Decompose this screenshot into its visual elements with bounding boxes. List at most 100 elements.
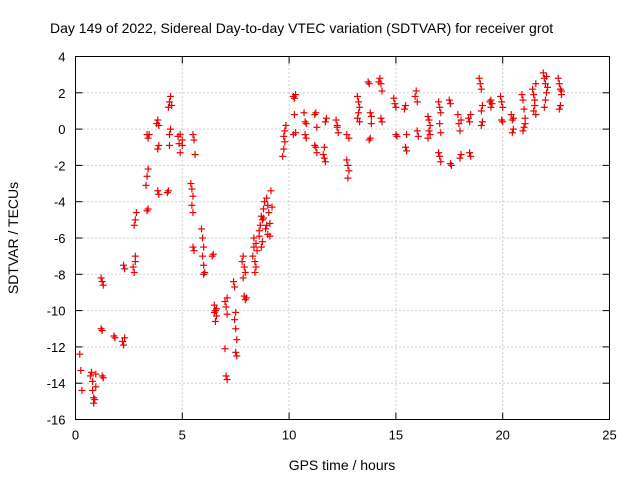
data-point xyxy=(259,214,267,222)
data-point xyxy=(154,145,162,153)
data-point xyxy=(223,310,231,318)
data-point xyxy=(455,120,463,128)
data-point xyxy=(250,243,258,251)
data-point xyxy=(167,92,175,100)
data-point xyxy=(478,102,486,110)
data-point xyxy=(164,187,172,195)
data-point xyxy=(356,118,364,126)
data-point xyxy=(189,209,197,217)
data-point xyxy=(313,149,321,157)
data-point xyxy=(477,121,485,129)
data-point xyxy=(393,132,401,140)
data-point xyxy=(155,121,163,129)
data-point xyxy=(187,180,195,188)
data-point xyxy=(212,312,220,320)
data-point xyxy=(188,185,196,193)
data-point xyxy=(233,336,241,344)
data-point xyxy=(426,131,434,139)
data-point xyxy=(542,89,550,97)
data-point xyxy=(231,316,239,324)
data-point xyxy=(477,85,485,93)
data-point xyxy=(258,238,266,246)
data-point xyxy=(145,131,153,139)
data-point xyxy=(332,116,340,124)
data-point xyxy=(424,134,432,142)
data-point xyxy=(414,132,422,140)
data-point xyxy=(321,158,329,166)
data-point xyxy=(367,120,375,128)
data-point xyxy=(249,252,257,260)
data-point xyxy=(250,234,258,242)
data-point xyxy=(343,131,351,139)
data-point xyxy=(456,154,464,162)
data-point xyxy=(261,198,269,206)
data-point xyxy=(353,92,361,100)
x-tick-label: 25 xyxy=(602,428,616,443)
data-point xyxy=(311,141,319,149)
data-point xyxy=(89,377,97,385)
data-point xyxy=(201,268,209,276)
data-point xyxy=(232,348,240,356)
data-point xyxy=(200,270,208,278)
data-point xyxy=(121,265,129,273)
data-point xyxy=(154,187,162,195)
data-point xyxy=(223,376,231,384)
data-point xyxy=(377,114,385,122)
data-point xyxy=(241,268,249,276)
data-point xyxy=(222,372,230,380)
data-point xyxy=(376,74,384,82)
data-point xyxy=(466,118,474,126)
data-point xyxy=(499,118,507,126)
data-point xyxy=(402,143,410,151)
data-point xyxy=(89,386,97,394)
data-point xyxy=(211,307,219,315)
data-point xyxy=(121,334,129,342)
data-point xyxy=(555,105,563,113)
data-point xyxy=(212,305,220,313)
data-point xyxy=(132,209,140,217)
data-point xyxy=(411,92,419,100)
data-point xyxy=(301,118,309,126)
data-point xyxy=(467,152,475,160)
data-point xyxy=(391,100,399,108)
data-point xyxy=(99,374,107,382)
data-point xyxy=(167,125,175,133)
data-point xyxy=(457,116,465,124)
data-point xyxy=(519,127,527,135)
data-point xyxy=(355,109,363,117)
data-point xyxy=(320,154,328,162)
data-point xyxy=(508,129,516,137)
data-point xyxy=(268,203,276,211)
data-point xyxy=(343,156,351,164)
data-point xyxy=(456,127,464,135)
data-point xyxy=(222,303,230,311)
data-point xyxy=(190,247,198,255)
y-tick-label: -4 xyxy=(54,195,66,210)
data-point xyxy=(91,396,99,404)
data-point xyxy=(118,337,126,345)
data-point xyxy=(378,118,386,126)
data-point xyxy=(165,131,173,139)
data-point xyxy=(367,112,375,120)
data-point xyxy=(413,98,421,106)
data-point xyxy=(199,252,207,260)
data-point xyxy=(436,120,444,128)
data-point xyxy=(321,118,329,126)
data-point xyxy=(344,161,352,169)
data-point xyxy=(281,127,289,135)
data-point xyxy=(446,100,454,108)
data-point xyxy=(437,158,445,166)
data-point xyxy=(168,102,176,110)
data-point xyxy=(445,96,453,104)
data-point xyxy=(345,167,353,175)
data-point xyxy=(366,134,374,142)
x-tick-label: 10 xyxy=(282,428,296,443)
data-point xyxy=(189,131,197,139)
data-point xyxy=(509,114,517,122)
data-point xyxy=(208,252,216,260)
data-point xyxy=(131,252,139,260)
data-point xyxy=(279,152,287,160)
data-point xyxy=(144,134,152,142)
data-point xyxy=(403,147,411,155)
